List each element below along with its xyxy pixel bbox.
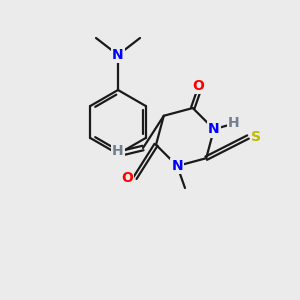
Text: H: H	[228, 116, 240, 130]
Text: H: H	[112, 144, 124, 158]
Text: N: N	[112, 48, 124, 62]
Text: N: N	[208, 122, 220, 136]
Text: O: O	[121, 171, 133, 185]
Text: N: N	[171, 159, 183, 173]
Text: S: S	[251, 130, 261, 144]
Text: O: O	[192, 79, 204, 93]
